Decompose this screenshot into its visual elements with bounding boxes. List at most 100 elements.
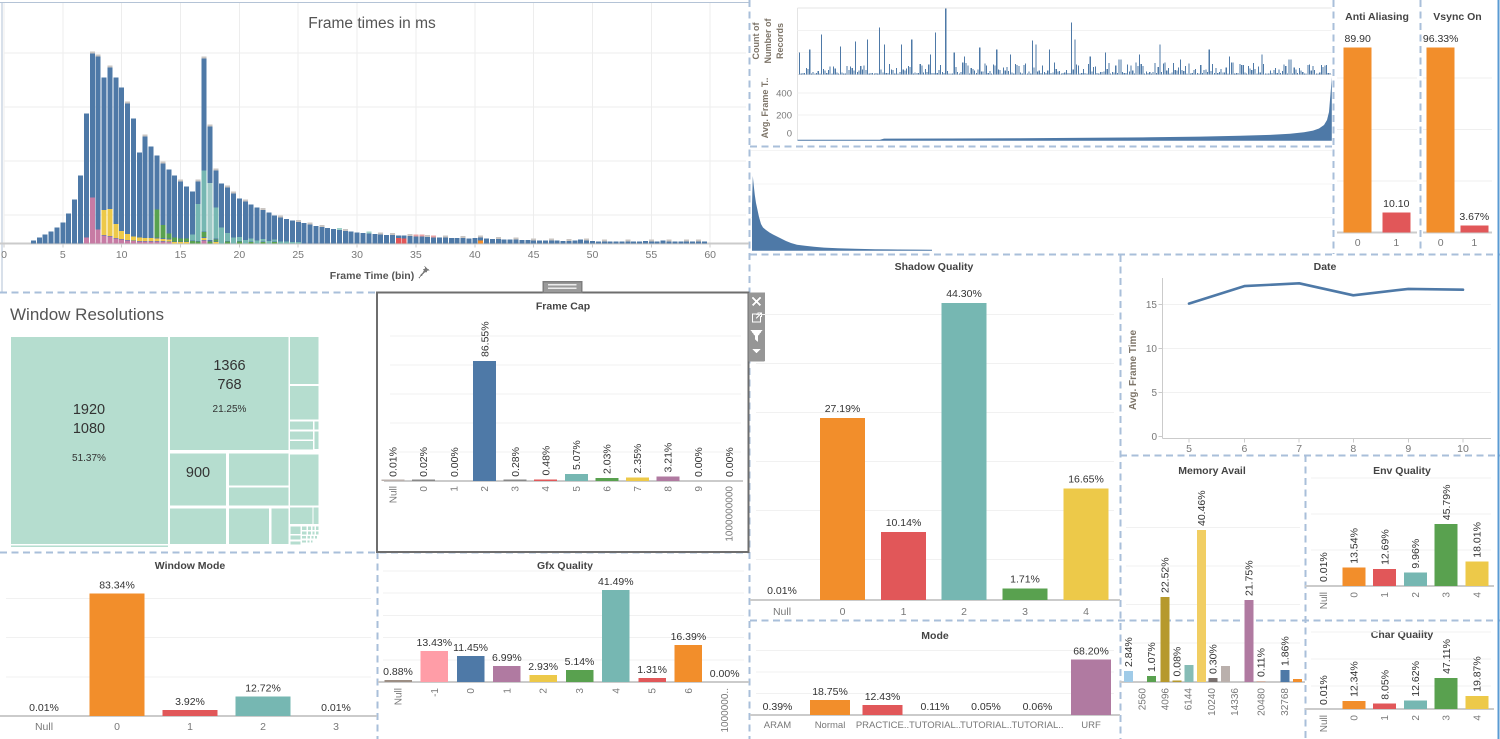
svg-text:1: 1 <box>1380 715 1391 721</box>
svg-text:Window Mode: Window Mode <box>155 560 226 572</box>
svg-text:13.43%: 13.43% <box>416 637 452 649</box>
svg-text:12.43%: 12.43% <box>865 691 901 703</box>
svg-text:6144: 6144 <box>1184 688 1195 711</box>
svg-text:10: 10 <box>1457 443 1469 455</box>
svg-text:2.84%: 2.84% <box>1123 637 1135 667</box>
svg-text:3: 3 <box>511 486 522 492</box>
svg-text:41.49%: 41.49% <box>598 576 634 588</box>
svg-text:5: 5 <box>1186 443 1192 455</box>
svg-text:0: 0 <box>1438 237 1444 249</box>
svg-text:0.39%: 0.39% <box>763 701 793 713</box>
svg-text:0: 0 <box>114 721 120 733</box>
svg-text:51.37%: 51.37% <box>72 453 106 464</box>
svg-text:Null: Null <box>389 486 400 503</box>
svg-text:0: 0 <box>1151 432 1157 443</box>
svg-text:Null: Null <box>35 721 53 733</box>
svg-text:0.30%: 0.30% <box>1208 644 1220 674</box>
svg-text:9.96%: 9.96% <box>1410 539 1422 569</box>
svg-text:5: 5 <box>648 688 659 694</box>
svg-text:25: 25 <box>292 249 304 261</box>
svg-text:10: 10 <box>1146 344 1158 355</box>
svg-text:12.34%: 12.34% <box>1349 661 1361 697</box>
svg-text:4: 4 <box>1083 606 1089 618</box>
svg-text:19.87%: 19.87% <box>1472 656 1484 692</box>
svg-text:2: 2 <box>1411 715 1422 721</box>
svg-text:0.02%: 0.02% <box>418 447 430 477</box>
svg-text:0.05%: 0.05% <box>971 701 1001 713</box>
svg-text:10.10: 10.10 <box>1383 198 1409 210</box>
svg-text:4: 4 <box>1472 592 1483 598</box>
svg-text:3.92%: 3.92% <box>175 696 205 708</box>
svg-text:20: 20 <box>234 249 246 261</box>
svg-text:2.03%: 2.03% <box>602 444 614 474</box>
svg-text:-1: -1 <box>430 688 441 697</box>
svg-text:Normal: Normal <box>815 720 846 731</box>
svg-text:8: 8 <box>664 486 675 492</box>
svg-text:3.21%: 3.21% <box>663 443 675 473</box>
svg-text:Anti Aliasing: Anti Aliasing <box>1345 11 1409 23</box>
svg-text:3.67%: 3.67% <box>1459 211 1489 223</box>
svg-text:50: 50 <box>587 249 599 261</box>
svg-text:400: 400 <box>776 89 792 100</box>
svg-text:0.11%: 0.11% <box>1256 648 1268 677</box>
svg-text:1: 1 <box>901 606 907 618</box>
svg-text:Gfx Quality: Gfx Quality <box>537 560 593 572</box>
svg-text:Date: Date <box>1314 261 1337 273</box>
svg-text:2: 2 <box>480 486 491 492</box>
svg-text:Char Quality: Char Quality <box>1371 629 1434 641</box>
svg-text:0.01%: 0.01% <box>388 447 400 477</box>
svg-text:7: 7 <box>633 486 644 492</box>
svg-text:12.69%: 12.69% <box>1379 529 1391 565</box>
svg-text:89.90: 89.90 <box>1345 33 1371 45</box>
svg-text:Mode: Mode <box>921 630 949 642</box>
svg-text:35: 35 <box>410 249 422 261</box>
svg-text:0: 0 <box>419 486 430 492</box>
svg-text:0.11%: 0.11% <box>921 701 950 713</box>
svg-text:3: 3 <box>1022 606 1028 618</box>
svg-text:55: 55 <box>646 249 658 261</box>
svg-text:3: 3 <box>1442 715 1453 721</box>
svg-text:0.88%: 0.88% <box>383 666 413 678</box>
svg-text:URF: URF <box>1081 720 1101 731</box>
svg-text:4: 4 <box>611 688 622 694</box>
svg-text:15: 15 <box>1146 300 1158 311</box>
svg-text:6: 6 <box>1241 443 1247 455</box>
svg-text:15: 15 <box>175 249 187 261</box>
svg-text:3: 3 <box>1442 592 1453 598</box>
svg-text:1080: 1080 <box>73 421 105 437</box>
svg-text:60: 60 <box>704 249 716 261</box>
svg-text:6: 6 <box>684 688 695 694</box>
svg-text:Frame Cap: Frame Cap <box>536 301 590 313</box>
svg-text:0.48%: 0.48% <box>541 446 553 476</box>
svg-text:0.01%: 0.01% <box>1318 675 1330 705</box>
svg-text:0.06%: 0.06% <box>1023 701 1053 713</box>
svg-text:21.75%: 21.75% <box>1244 560 1256 596</box>
svg-text:1: 1 <box>1380 592 1391 598</box>
svg-text:12.72%: 12.72% <box>245 683 281 695</box>
svg-text:TUTORIAL..: TUTORIAL.. <box>909 720 961 731</box>
svg-text:TUTORIAL..: TUTORIAL.. <box>960 720 1012 731</box>
svg-text:22.52%: 22.52% <box>1160 557 1172 593</box>
svg-text:1: 1 <box>450 486 461 492</box>
svg-text:2560: 2560 <box>1138 688 1149 711</box>
svg-text:8: 8 <box>1350 443 1356 455</box>
svg-text:7: 7 <box>1296 443 1302 455</box>
svg-text:96.33%: 96.33% <box>1423 33 1459 45</box>
svg-text:1: 1 <box>1471 237 1477 249</box>
svg-text:2.93%: 2.93% <box>528 661 558 673</box>
svg-text:1.71%: 1.71% <box>1010 574 1040 586</box>
svg-text:1000000..: 1000000.. <box>720 688 731 733</box>
svg-text:0.00%: 0.00% <box>724 447 736 477</box>
svg-text:45.79%: 45.79% <box>1441 485 1453 521</box>
svg-text:6: 6 <box>602 486 613 492</box>
svg-text:Env Quality: Env Quality <box>1373 465 1431 477</box>
svg-text:8.05%: 8.05% <box>1379 670 1391 700</box>
svg-text:Frame Time (bin): Frame Time (bin) <box>330 270 414 282</box>
svg-text:3: 3 <box>575 688 586 694</box>
svg-text:0: 0 <box>1 249 7 261</box>
svg-text:Null: Null <box>773 606 791 618</box>
svg-text:0: 0 <box>466 688 477 694</box>
svg-text:0: 0 <box>1350 715 1361 721</box>
svg-text:1.07%: 1.07% <box>1146 642 1158 672</box>
svg-text:4: 4 <box>1472 715 1483 721</box>
